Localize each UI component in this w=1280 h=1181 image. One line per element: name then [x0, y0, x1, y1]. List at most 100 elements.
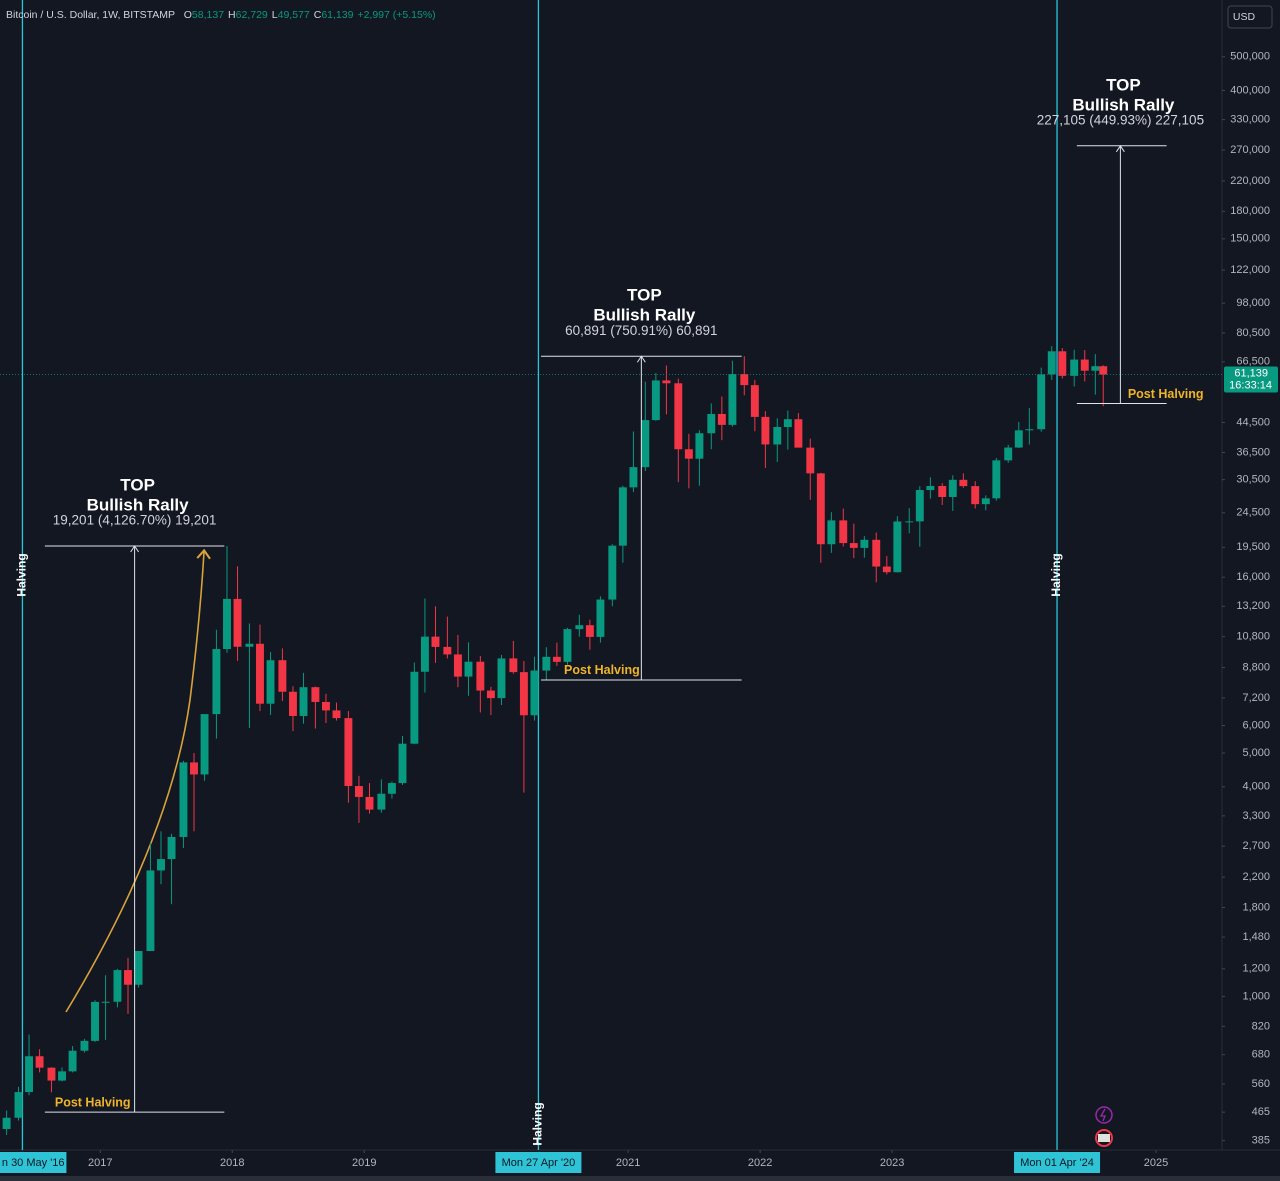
- candle-body: [806, 447, 815, 474]
- chart-header: Bitcoin / U.S. Dollar, 1W, BITSTAMP O58,…: [6, 9, 436, 21]
- candle-body: [530, 670, 539, 716]
- candle-body: [926, 485, 935, 491]
- y-tick-label: 66,500: [1236, 356, 1270, 368]
- post-halving-label: Post Halving: [564, 663, 640, 677]
- candle-body: [860, 539, 869, 548]
- y-tick-label: 30,500: [1236, 474, 1270, 486]
- candle-body: [200, 714, 209, 775]
- candle-body: [1004, 447, 1013, 461]
- candle-body: [68, 1050, 77, 1072]
- legend-value: 62,729: [236, 9, 268, 21]
- candle-body: [14, 1092, 23, 1118]
- y-tick-label: 7,200: [1242, 692, 1270, 704]
- legend-key: O: [184, 9, 192, 21]
- y-tick-label: 560: [1252, 1078, 1270, 1090]
- candle-body: [124, 970, 132, 985]
- candle-body: [585, 625, 594, 637]
- candle-body: [959, 479, 968, 487]
- candle-body: [167, 836, 176, 860]
- y-tick-label: 3,300: [1242, 810, 1270, 822]
- y-tick-label: 180,000: [1230, 205, 1270, 217]
- candle-body: [948, 479, 957, 497]
- candle-body: [552, 656, 561, 662]
- candle-body: [245, 643, 254, 647]
- measure-text: 60,891 (750.91%) 60,891: [565, 323, 717, 338]
- candle-body: [695, 433, 704, 459]
- candle-body: [431, 636, 440, 647]
- legend-value: 61,139: [321, 9, 353, 21]
- candle-body: [1070, 359, 1079, 376]
- candle-body: [794, 419, 803, 448]
- measure-top-label: TOP: [627, 286, 662, 305]
- y-tick-label: 80,500: [1236, 327, 1270, 339]
- candle-body: [289, 691, 297, 716]
- candle-body: [761, 416, 770, 445]
- measure-title: Bullish Rally: [593, 306, 696, 325]
- candle-body: [641, 420, 650, 468]
- plot-area: [0, 0, 1222, 1150]
- candle-body: [443, 646, 452, 655]
- candle-body: [233, 598, 242, 647]
- x-tick-label: 2018: [220, 1157, 244, 1169]
- x-tick-label: 2017: [88, 1157, 112, 1169]
- candle-body: [563, 629, 572, 662]
- halving-date-box: [0, 1152, 67, 1173]
- candle-body: [1025, 429, 1034, 431]
- candle-body: [981, 498, 990, 505]
- candle-body: [91, 1001, 99, 1041]
- y-tick-label: 98,000: [1236, 297, 1270, 309]
- candle-body: [25, 1056, 33, 1093]
- y-tick-label: 270,000: [1230, 144, 1270, 156]
- candle-body: [497, 658, 506, 699]
- candle-body: [223, 598, 231, 650]
- candle-body: [839, 520, 848, 544]
- y-tick-label: 150,000: [1230, 233, 1270, 245]
- y-tick-label: 220,000: [1230, 175, 1270, 187]
- candle-body: [872, 539, 881, 567]
- post-halving-label: Post Halving: [1128, 387, 1204, 401]
- candle-body: [278, 660, 287, 692]
- currency-box[interactable]: [1227, 5, 1273, 29]
- y-tick-label: 6,000: [1242, 719, 1270, 731]
- measure-arrowhead: [1115, 144, 1125, 153]
- candle-body: [728, 374, 737, 425]
- candle-body: [58, 1071, 66, 1081]
- candle-body: [1047, 351, 1056, 375]
- measure-title: Bullish Rally: [1072, 95, 1175, 114]
- event-icon[interactable]: [1095, 1106, 1113, 1124]
- candle-body: [212, 649, 221, 715]
- last-price-box: [1224, 366, 1278, 393]
- y-tick-label: 1,480: [1242, 931, 1270, 943]
- y-tick-label: 24,500: [1236, 507, 1270, 519]
- candle-body: [608, 545, 617, 600]
- candle-body: [684, 449, 693, 459]
- candle-body: [113, 970, 122, 1002]
- halving-date-box: [1014, 1152, 1101, 1173]
- y-tick-label: 36,500: [1236, 446, 1270, 458]
- halving-label: Halving: [1049, 553, 1063, 596]
- y-tick-label: 13,200: [1236, 600, 1270, 612]
- measure-title: Bullish Rally: [87, 495, 190, 514]
- candle-body: [938, 485, 947, 497]
- legend-key: C: [314, 9, 322, 21]
- measure-arrowhead: [636, 355, 646, 363]
- x-tick-label: 2023: [880, 1157, 904, 1169]
- y-tick-label: 8,800: [1242, 661, 1270, 673]
- currency-label[interactable]: USD: [1233, 11, 1256, 23]
- y-tick-label: 122,000: [1230, 264, 1270, 276]
- candle-body: [882, 566, 891, 573]
- candle-body: [827, 520, 836, 545]
- post-halving-label: Post Halving: [55, 1095, 131, 1109]
- legend-change: +2,997 (+5.15%): [357, 9, 435, 21]
- candle-body: [849, 543, 858, 548]
- legend-value: 49,577: [278, 9, 310, 21]
- candle-body: [1058, 351, 1067, 376]
- candle-body: [509, 658, 518, 673]
- candle-body: [266, 660, 275, 704]
- last-price-label: 61,139: [1234, 367, 1268, 379]
- candle-body: [542, 656, 551, 671]
- event-icon-bolt: [1099, 1108, 1106, 1122]
- candle-body: [190, 762, 198, 775]
- x-tick-label: 2021: [616, 1157, 640, 1169]
